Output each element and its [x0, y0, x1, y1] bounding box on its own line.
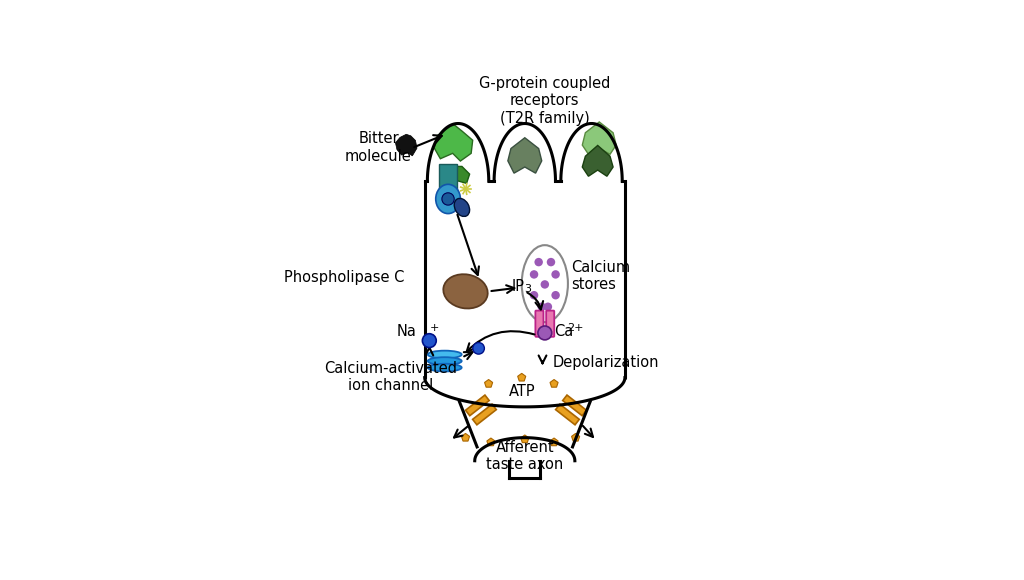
Text: Calcium-activated
ion channel: Calcium-activated ion channel — [325, 361, 458, 393]
Ellipse shape — [443, 274, 487, 309]
Polygon shape — [434, 125, 473, 161]
Ellipse shape — [436, 184, 461, 213]
Polygon shape — [556, 404, 580, 425]
Circle shape — [422, 334, 436, 347]
Polygon shape — [486, 438, 495, 445]
Text: Na: Na — [397, 324, 417, 339]
Ellipse shape — [455, 198, 470, 216]
Polygon shape — [395, 135, 417, 156]
Circle shape — [544, 303, 552, 311]
Text: Depolarization: Depolarization — [553, 356, 659, 371]
Text: Phospholipase C: Phospholipase C — [284, 270, 403, 285]
Text: Calcium
stores: Calcium stores — [571, 260, 630, 292]
Text: IP: IP — [512, 279, 524, 294]
Circle shape — [473, 343, 484, 354]
Polygon shape — [473, 404, 497, 425]
Polygon shape — [521, 435, 528, 443]
Polygon shape — [518, 374, 525, 381]
Circle shape — [529, 270, 539, 278]
Polygon shape — [583, 122, 616, 154]
Polygon shape — [442, 166, 470, 183]
Text: +: + — [429, 323, 438, 333]
Text: Bitter
molecule: Bitter molecule — [345, 131, 412, 164]
Ellipse shape — [521, 245, 568, 322]
FancyBboxPatch shape — [546, 311, 554, 337]
Polygon shape — [550, 379, 558, 387]
Circle shape — [538, 303, 546, 311]
Circle shape — [538, 326, 552, 340]
Text: Afferent
taste axon: Afferent taste axon — [486, 440, 563, 472]
Circle shape — [442, 193, 455, 205]
Circle shape — [541, 280, 549, 289]
Polygon shape — [508, 137, 542, 173]
Text: 2+: 2+ — [567, 323, 584, 333]
Polygon shape — [571, 433, 580, 441]
Polygon shape — [484, 379, 493, 387]
Ellipse shape — [428, 351, 462, 358]
Polygon shape — [583, 146, 613, 176]
Polygon shape — [466, 395, 489, 416]
Circle shape — [529, 291, 539, 299]
Polygon shape — [439, 164, 458, 191]
Text: Ca: Ca — [554, 324, 573, 339]
FancyBboxPatch shape — [536, 311, 544, 337]
Circle shape — [551, 291, 560, 299]
Circle shape — [547, 258, 555, 266]
Text: 3: 3 — [524, 284, 531, 294]
Polygon shape — [563, 395, 587, 416]
Text: G-protein coupled
receptors
(T2R family): G-protein coupled receptors (T2R family) — [479, 76, 610, 125]
Polygon shape — [462, 433, 470, 441]
Text: ATP: ATP — [508, 384, 535, 399]
Circle shape — [535, 258, 543, 266]
Ellipse shape — [428, 357, 462, 365]
Polygon shape — [550, 438, 558, 445]
Circle shape — [551, 270, 560, 278]
Ellipse shape — [428, 364, 462, 371]
